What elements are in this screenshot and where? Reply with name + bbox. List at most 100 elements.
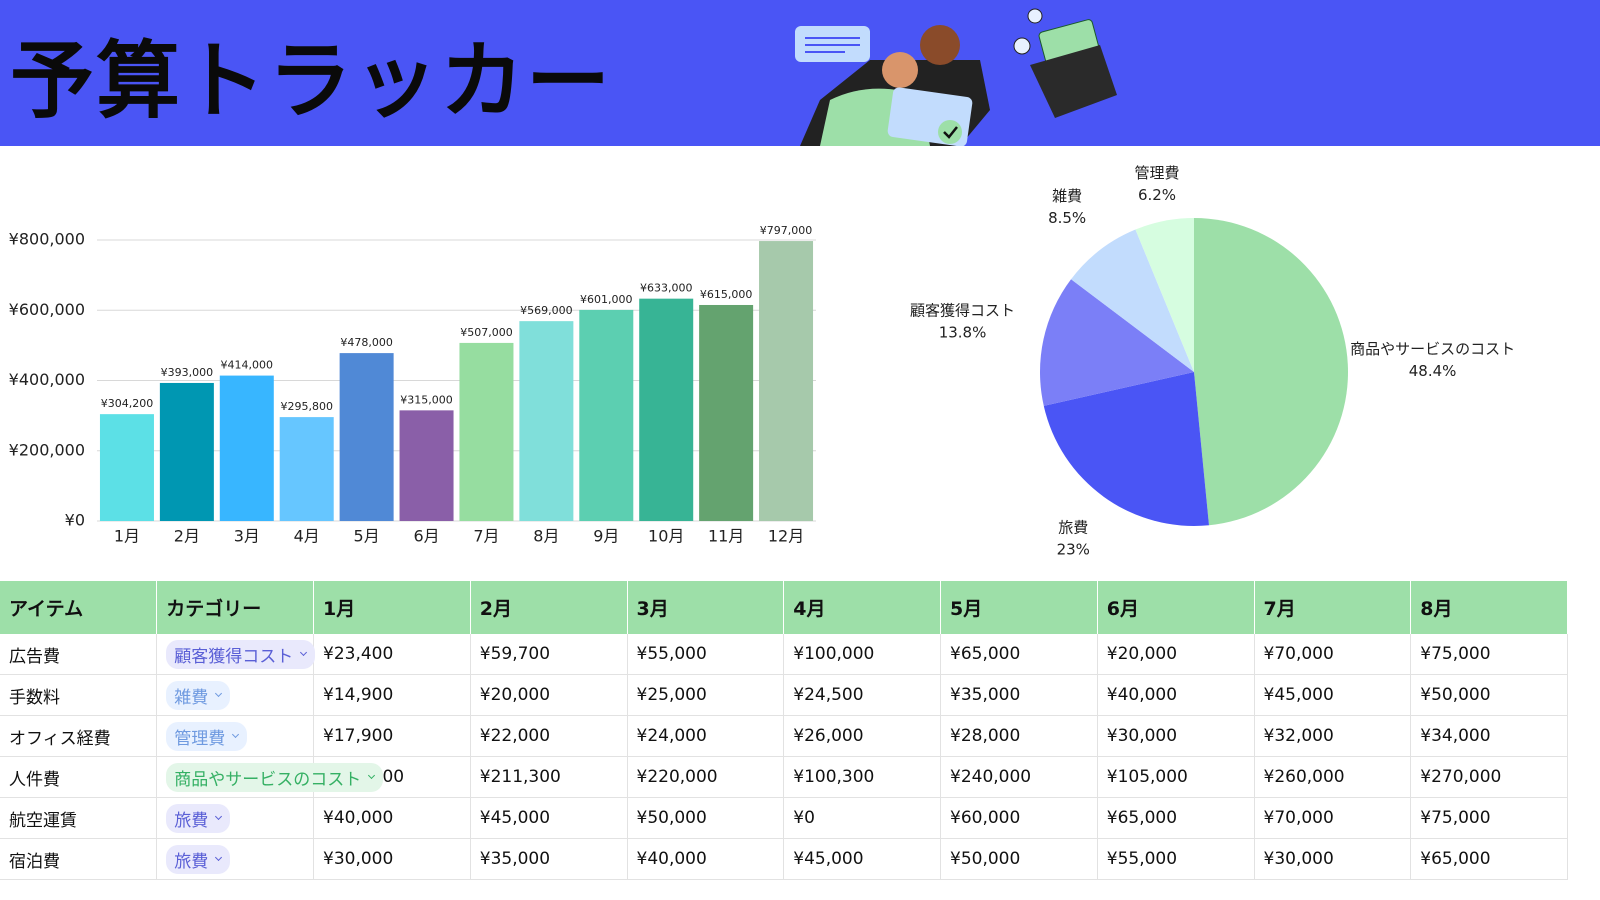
- bar: [639, 298, 694, 521]
- amount-cell: ¥240,000: [940, 756, 1098, 798]
- amount-cell: ¥65,000: [940, 634, 1098, 675]
- amount-cell: ¥45,000: [1254, 674, 1412, 716]
- column-header: 3月: [627, 581, 785, 634]
- amount-cell: ¥20,000: [470, 674, 628, 716]
- x-tick-label: 8月: [533, 527, 559, 546]
- amount-cell: ¥55,000: [1097, 838, 1255, 880]
- amount-cell: ¥65,000: [1097, 797, 1255, 839]
- amount-cell: ¥28,000: [940, 715, 1098, 757]
- bar: [159, 382, 214, 521]
- amount-cell: ¥14,900: [313, 674, 471, 716]
- column-header: 5月: [940, 581, 1098, 634]
- y-tick-label: ¥0: [65, 511, 85, 530]
- x-tick-label: 7月: [473, 527, 499, 546]
- category-tag[interactable]: 旅費: [166, 844, 231, 874]
- x-tick-label: 10月: [648, 527, 684, 546]
- pie-slice: [1194, 218, 1349, 526]
- value-label: ¥569,000: [520, 304, 573, 317]
- budget-table: アイテム カテゴリー 1月 2月 3月 4月 5月 6月 7月 8月 広告費 顧客獲得コスト ¥23,…: [0, 581, 1568, 880]
- value-label: ¥633,000: [640, 282, 693, 295]
- bar: [99, 414, 154, 521]
- column-header: アイテム: [0, 581, 158, 634]
- amount-cell: ¥30,000: [1254, 838, 1412, 880]
- column-header: 7月: [1254, 581, 1412, 634]
- column-header: 2月: [470, 581, 628, 634]
- category-cell: 旅費: [156, 797, 314, 839]
- amount-cell: ¥25,000: [627, 674, 785, 716]
- table-row: 手数料 雑費 ¥14,900 ¥20,000 ¥25,000 ¥24,500 ¥35,000…: [0, 674, 1568, 716]
- slice-label: 雑費: [1052, 187, 1082, 205]
- pie-slice: [1043, 372, 1209, 526]
- slice-value: 13.8%: [939, 324, 987, 342]
- amount-cell: ¥59,700: [470, 634, 628, 675]
- column-header: カテゴリー: [156, 581, 314, 634]
- amount-cell: ¥220,000: [627, 756, 785, 798]
- amount-cell: ¥105,000: [1097, 756, 1255, 798]
- slice-label: 管理費: [1135, 164, 1180, 182]
- amount-cell: ¥23,400: [313, 634, 471, 675]
- value-label: ¥393,000: [161, 366, 214, 379]
- value-label: ¥797,000: [760, 224, 813, 237]
- value-label: ¥601,000: [580, 293, 633, 306]
- amount-cell: ¥100,300: [783, 756, 941, 798]
- column-header: 8月: [1410, 581, 1568, 634]
- amount-cell: ¥24,000: [627, 715, 785, 757]
- bar: [759, 241, 814, 521]
- amount-cell: ¥75,000: [1410, 634, 1568, 675]
- amount-cell: ¥20,000: [1097, 634, 1255, 675]
- table-row: 宿泊費 旅費 ¥30,000 ¥35,000 ¥40,000 ¥45,000 ¥50,000…: [0, 838, 1568, 880]
- table-row: 広告費 顧客獲得コスト ¥23,400 ¥59,700 ¥55,000 ¥100,000 ¥…: [0, 634, 1568, 675]
- category-cell: 管理費: [156, 715, 314, 757]
- category-tag[interactable]: 旅費: [166, 803, 231, 833]
- value-label: ¥507,000: [460, 326, 513, 339]
- amount-cell: ¥45,000: [783, 838, 941, 880]
- amount-cell: ¥40,000: [313, 797, 471, 839]
- value-label: ¥414,000: [221, 359, 274, 372]
- category-tag[interactable]: 雑費: [166, 680, 231, 710]
- bar: [339, 353, 394, 521]
- amount-cell: ¥34,000: [1410, 715, 1568, 757]
- column-header: 1月: [313, 581, 471, 634]
- pie-slice: [1071, 229, 1194, 372]
- x-tick-label: 12月: [768, 527, 804, 546]
- pie-slice: [1135, 218, 1194, 372]
- amount-cell: ¥70,000: [1254, 797, 1412, 839]
- y-tick-label: ¥400,000: [9, 370, 85, 389]
- item-cell: 人件費: [0, 756, 158, 798]
- slice-value: 48.4%: [1409, 362, 1457, 380]
- slice-label: 旅費: [1058, 519, 1088, 537]
- amount-cell: ¥211,300: [470, 756, 628, 798]
- category-tag[interactable]: 顧客獲得コスト: [166, 639, 316, 669]
- amount-cell: ¥30,000: [1097, 715, 1255, 757]
- slice-value: 8.5%: [1048, 209, 1086, 227]
- amount-cell: ¥50,000: [940, 838, 1098, 880]
- column-header: 6月: [1097, 581, 1255, 634]
- amount-cell: ¥40,000: [1097, 674, 1255, 716]
- amount-cell: ¥30,000: [313, 838, 471, 880]
- bar: [459, 342, 514, 521]
- y-tick-label: ¥200,000: [9, 440, 85, 459]
- item-cell: オフィス経費: [0, 715, 158, 757]
- category-tag[interactable]: 管理費: [166, 721, 248, 751]
- amount-cell: ¥100,000: [783, 634, 941, 675]
- amount-cell: ¥17,900: [313, 715, 471, 757]
- x-tick-label: 11月: [708, 527, 744, 546]
- amount-cell: ¥35,000: [940, 674, 1098, 716]
- amount-cell: ¥0: [783, 797, 941, 839]
- header: 予算トラッカー: [0, 0, 1600, 146]
- item-cell: 航空運賃: [0, 797, 158, 839]
- category-tag[interactable]: 商品やサービスのコスト: [166, 762, 384, 792]
- category-cell: 商品やサービスのコスト: [156, 756, 384, 798]
- x-tick-label: 1月: [114, 527, 140, 546]
- item-cell: 広告費: [0, 634, 158, 675]
- value-label: ¥478,000: [340, 336, 393, 349]
- table-row: オフィス経費 管理費 ¥17,900 ¥22,000 ¥24,000 ¥26,000 ¥28…: [0, 715, 1568, 757]
- slice-label: 商品やサービスのコスト: [1350, 340, 1515, 358]
- slice-value: 23%: [1057, 541, 1090, 559]
- x-tick-label: 6月: [413, 527, 439, 546]
- value-label: ¥295,800: [280, 400, 333, 413]
- amount-cell: ¥75,000: [1410, 797, 1568, 839]
- amount-cell: ¥50,000: [1410, 674, 1568, 716]
- amount-cell: ¥65,000: [1410, 838, 1568, 880]
